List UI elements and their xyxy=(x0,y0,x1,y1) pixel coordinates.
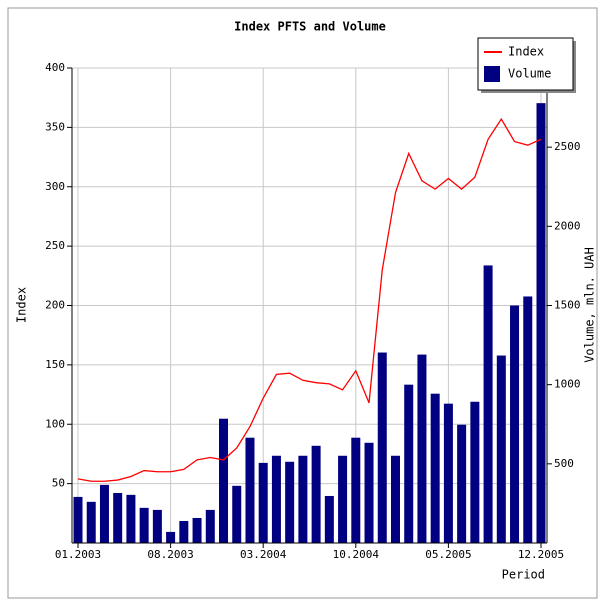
y2-tick-label: 2500 xyxy=(554,140,581,153)
bar xyxy=(219,418,229,543)
legend-label: Volume xyxy=(508,67,551,81)
y2-axis-label: Volume, mln. UAH xyxy=(583,247,597,363)
bar xyxy=(285,461,295,543)
y-axis-label: Index xyxy=(15,287,29,323)
y-tick-label: 350 xyxy=(45,120,65,133)
x-tick-label: 01.2003 xyxy=(55,548,101,561)
y-tick-label: 150 xyxy=(45,358,65,371)
y2-tick-label: 500 xyxy=(554,457,574,470)
bar xyxy=(271,455,281,543)
bar xyxy=(364,442,374,543)
y2-tick-label: 1000 xyxy=(554,378,581,391)
bar xyxy=(377,352,387,543)
bar xyxy=(245,437,255,543)
bar xyxy=(496,355,506,543)
bar xyxy=(510,305,520,543)
bar xyxy=(470,401,480,543)
y2-tick-label: 2000 xyxy=(554,219,581,232)
y2-tick-label: 1500 xyxy=(554,299,581,312)
x-tick-label: 08.2003 xyxy=(147,548,193,561)
bar xyxy=(126,494,136,543)
bar xyxy=(430,393,440,543)
legend: Index Volume xyxy=(477,37,576,93)
bar xyxy=(443,403,453,543)
x-axis-label: Period xyxy=(502,568,545,582)
legend-swatch xyxy=(484,66,500,82)
x-tick-label: 10.2004 xyxy=(333,548,380,561)
bar xyxy=(152,509,162,543)
bar xyxy=(324,495,334,543)
bar xyxy=(298,455,308,543)
y-tick-label: 250 xyxy=(45,239,65,252)
bar xyxy=(205,509,215,543)
y-tick-label: 100 xyxy=(45,417,65,430)
bar xyxy=(73,496,83,543)
x-tick-label: 03.2004 xyxy=(240,548,287,561)
bar xyxy=(258,462,268,543)
bar xyxy=(99,484,109,543)
bar xyxy=(457,424,467,543)
bar xyxy=(536,103,546,544)
bar xyxy=(351,437,361,543)
y-tick-label: 50 xyxy=(52,477,65,490)
bar xyxy=(192,517,202,543)
chart-title: Index PFTS and Volume xyxy=(234,20,386,34)
bar xyxy=(139,507,149,543)
bar xyxy=(179,520,189,543)
bar xyxy=(404,384,414,543)
y-tick-label: 300 xyxy=(45,180,65,193)
x-tick-label: 12.2005 xyxy=(518,548,564,561)
bar xyxy=(232,485,242,543)
bar xyxy=(523,296,533,543)
bar xyxy=(113,492,123,543)
bar xyxy=(417,354,427,543)
y-tick-label: 400 xyxy=(45,61,65,74)
bar xyxy=(483,265,493,543)
legend-label: Index xyxy=(508,45,544,59)
bar xyxy=(338,455,348,543)
x-tick-label: 05.2005 xyxy=(425,548,471,561)
bar xyxy=(311,445,321,543)
bar xyxy=(390,455,400,543)
bar xyxy=(86,501,96,543)
bar xyxy=(166,531,176,543)
y-tick-label: 200 xyxy=(45,299,65,312)
index-line xyxy=(77,117,542,482)
